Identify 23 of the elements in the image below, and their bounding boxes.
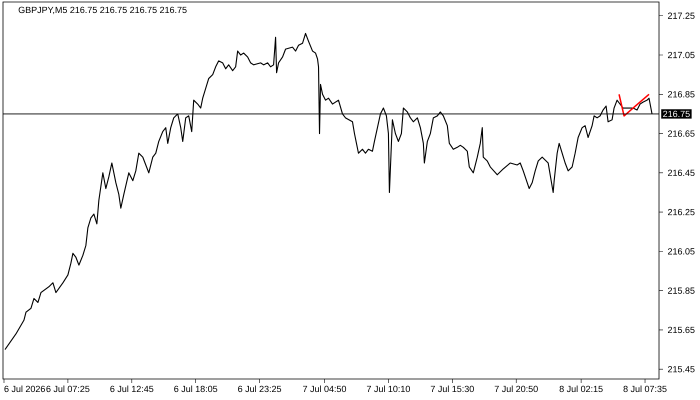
- x-tick-label: 7 Jul 20:50: [494, 386, 538, 392]
- y-tick-label: 217.05: [668, 52, 695, 58]
- x-tick-label: 7 Jul 04:50: [303, 386, 346, 392]
- chart-title: GBPJPY,M5 216.75 216.75 216.75 216.75: [18, 6, 187, 14]
- x-tick-label: 6 Jul 12:45: [110, 386, 154, 392]
- y-tick-label: 217.25: [668, 12, 695, 19]
- x-tick-label: 7 Jul 10:10: [366, 386, 410, 392]
- x-tick-label: 6 Jul 18:05: [174, 386, 218, 392]
- y-tick-label: 216.05: [668, 248, 695, 255]
- x-tick-label: 6 Jul 07:25: [46, 386, 90, 392]
- x-tick-label: 8 Jul 07:35: [623, 386, 667, 392]
- y-tick-label: 216.85: [668, 91, 695, 98]
- ref-line-label: 216.75: [663, 110, 690, 118]
- x-tick-label: 6 Jul 2026: [4, 386, 45, 392]
- y-tick-label: 216.65: [668, 130, 695, 137]
- x-tick-label: 6 Jul 23:25: [238, 386, 282, 392]
- y-tick-label: 215.65: [668, 326, 695, 334]
- y-tick-label: 215.45: [668, 366, 695, 372]
- x-tick-label: 7 Jul 15:30: [430, 386, 474, 392]
- x-tick-label: 8 Jul 02:15: [560, 386, 603, 392]
- y-tick-label: 216.25: [668, 208, 695, 216]
- y-tick-label: 216.45: [668, 170, 695, 176]
- y-tick-label: 215.85: [668, 287, 695, 294]
